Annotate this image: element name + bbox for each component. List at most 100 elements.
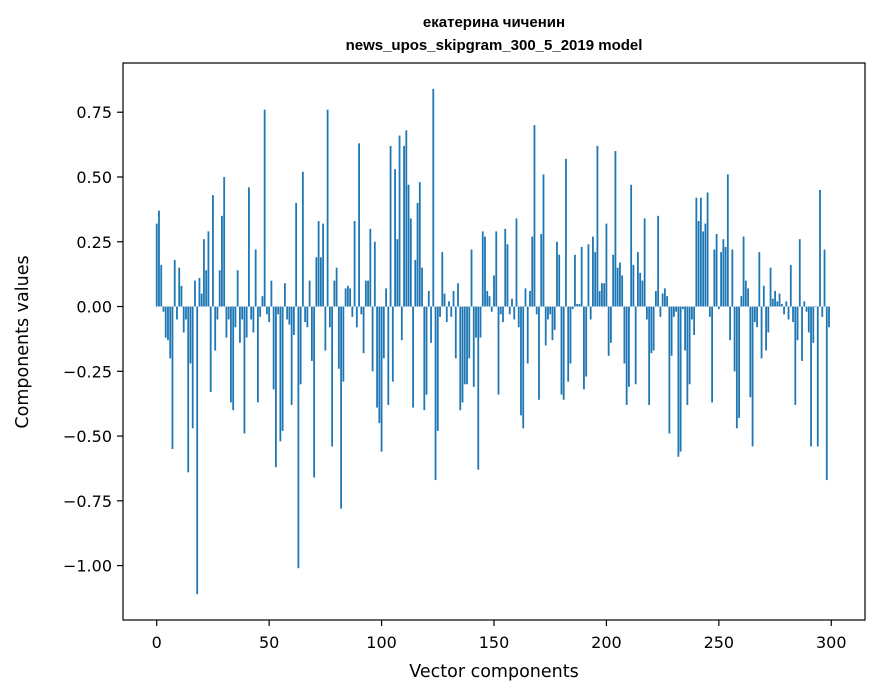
bar — [367, 280, 369, 307]
bar — [324, 306, 327, 351]
bar — [470, 249, 473, 307]
bar — [580, 246, 583, 307]
bar — [776, 301, 779, 307]
bar — [355, 306, 358, 328]
bar — [807, 306, 810, 333]
bar — [589, 306, 592, 320]
bar — [659, 306, 662, 317]
bar — [194, 280, 196, 307]
bar — [380, 306, 383, 452]
bar — [414, 259, 417, 307]
bar — [328, 306, 331, 328]
bar — [160, 265, 163, 307]
bar — [508, 306, 511, 315]
bar — [178, 267, 181, 307]
bar — [299, 306, 302, 385]
bar — [337, 306, 340, 369]
bar — [443, 293, 446, 307]
bar — [409, 218, 412, 307]
bar — [203, 239, 205, 307]
bar — [684, 306, 687, 351]
y-axis-ticks: −1.00 −0.75 −0.50 −0.25 0.00 0.25 0.50 0.75 — [63, 103, 123, 576]
bar — [592, 236, 594, 307]
bar — [661, 293, 664, 307]
bar — [313, 306, 316, 478]
bar — [825, 306, 828, 481]
x-tick-label: 200 — [591, 633, 622, 652]
bar — [643, 218, 646, 307]
bar — [248, 187, 250, 307]
bar — [565, 158, 567, 307]
bar — [607, 306, 610, 356]
bar — [290, 306, 293, 405]
bar — [738, 306, 740, 418]
bar — [742, 236, 745, 307]
bar — [634, 306, 637, 385]
chart-subtitle: news_upos_skipgram_300_5_2019 model — [346, 37, 643, 54]
bar — [511, 298, 513, 307]
bar — [681, 306, 684, 310]
bar — [185, 306, 187, 320]
bar — [767, 306, 770, 333]
bar — [787, 306, 790, 320]
bar — [232, 306, 235, 411]
bar — [450, 306, 453, 317]
bar — [540, 233, 543, 307]
bar — [796, 306, 799, 341]
bar — [812, 306, 815, 343]
bar — [697, 221, 700, 307]
bar — [223, 176, 226, 307]
bar — [668, 306, 671, 434]
bar — [708, 306, 711, 317]
bar — [486, 290, 489, 307]
bar — [342, 306, 345, 382]
bar — [522, 306, 525, 429]
bar — [234, 306, 237, 328]
bar — [720, 252, 722, 307]
bar — [292, 306, 295, 336]
x-axis-label: Vector components — [409, 662, 578, 682]
bar — [423, 306, 426, 411]
bar — [279, 306, 282, 442]
bar — [472, 306, 475, 387]
bar — [744, 280, 747, 307]
bar — [283, 283, 286, 307]
bar — [479, 306, 482, 338]
bar — [360, 306, 363, 315]
bar — [823, 249, 826, 307]
bar — [693, 306, 696, 336]
bar — [688, 306, 691, 385]
bar — [239, 306, 241, 343]
plot-area-frame — [122, 62, 866, 621]
bar — [169, 306, 172, 359]
bar — [207, 231, 210, 307]
bar — [216, 306, 219, 320]
bar — [398, 135, 401, 307]
bar — [792, 306, 794, 323]
bar — [227, 306, 230, 320]
x-tick-label: 150 — [479, 633, 510, 652]
bar — [549, 306, 552, 315]
x-tick-label: 100 — [366, 633, 397, 652]
bar — [189, 306, 192, 364]
bar — [358, 143, 360, 307]
bar — [439, 306, 441, 317]
bar — [594, 252, 597, 307]
bar — [297, 306, 300, 569]
bar — [405, 130, 408, 307]
y-tick-label: −0.25 — [63, 362, 112, 381]
bar — [520, 306, 522, 416]
bar — [553, 306, 556, 330]
bar — [614, 151, 617, 307]
bar — [677, 306, 680, 457]
bar — [798, 239, 801, 307]
bar — [733, 306, 736, 372]
bar — [268, 306, 271, 323]
bars-group — [155, 88, 830, 595]
bar — [434, 306, 437, 481]
bar — [371, 306, 374, 372]
bar — [333, 280, 336, 307]
bar — [686, 306, 689, 405]
bar — [711, 306, 713, 403]
